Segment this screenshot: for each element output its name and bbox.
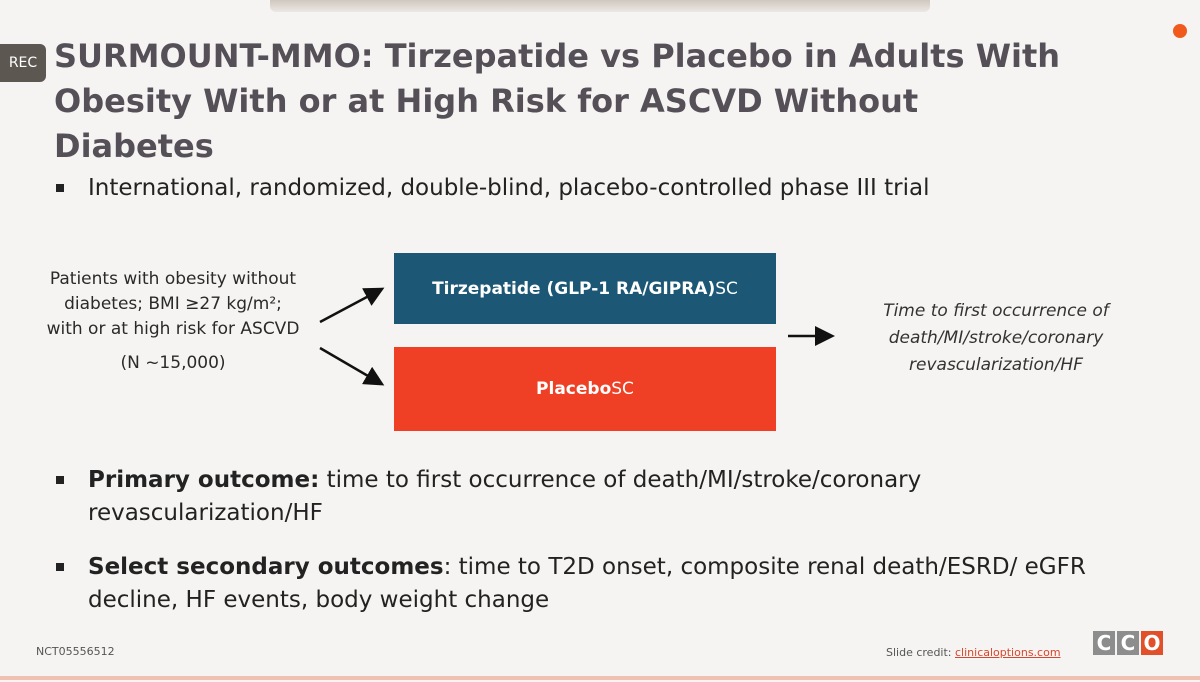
bullet-square-icon [56,563,64,571]
recording-indicator-icon [1173,24,1187,38]
arm-name: Tirzepatide (GLP-1 RA/GIPRA) [432,278,716,299]
arm-route: SC [611,379,634,399]
slide-title: SURMOUNT-MMO: Tirzepatide vs Placebo in … [54,37,1061,165]
arm-placebo: Placebo SC [394,347,776,431]
credit-link[interactable]: clinicaloptions.com [955,646,1061,659]
credit-label: Slide credit: [886,646,955,659]
bullet-square-icon [56,476,64,484]
primary-endpoint-label: Time to first occurrence of death/MI/str… [883,301,1109,375]
arm-tirzepatide: Tirzepatide (GLP-1 RA/GIPRA) SC [394,253,776,324]
recording-badge[interactable]: REC [0,44,46,82]
bullet-primary-outcome: Primary outcome: time to first occurrenc… [56,464,1136,530]
bullet-square-icon [56,184,64,192]
arrow-to-tirzepatide [319,287,385,324]
bullet-text: International, randomized, double-blind,… [88,175,930,201]
population-size: (N ~15,000) [120,353,226,373]
bullet-text: Select secondary outcomes: time to T2D o… [88,554,1086,613]
bullet-secondary-outcomes: Select secondary outcomes: time to T2D o… [56,551,1136,617]
logo-letter: C [1093,631,1115,655]
logo-letter: C [1117,631,1139,655]
bullet-text: Primary outcome: time to first occurrenc… [88,467,922,526]
arm-name: Placebo [536,379,612,399]
bottom-divider [0,676,1200,680]
window-top-bar [270,0,930,12]
cco-logo: C C O [1093,631,1163,655]
slide-credit: Slide credit: clinicaloptions.com [886,646,1061,659]
bullet-study-design: International, randomized, double-blind,… [56,172,1136,205]
arrow-to-placebo [319,346,385,386]
population-description: Patients with obesity without diabetes; … [46,267,300,376]
trial-id: NCT05556512 [36,645,115,658]
arm-route: SC [715,278,738,299]
population-text: Patients with obesity without diabetes; … [46,269,300,339]
logo-letter: O [1141,631,1163,655]
